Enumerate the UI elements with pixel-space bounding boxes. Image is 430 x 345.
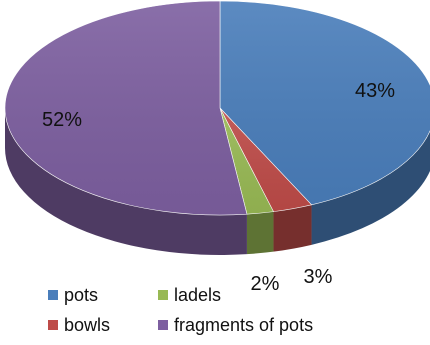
pie-sides	[5, 108, 430, 255]
data-label-bowls: 3%	[304, 266, 333, 288]
legend-item-fragments-of-pots: fragments of pots	[158, 315, 313, 335]
data-label-fragments-of-pots: 52%	[42, 109, 82, 131]
data-labels: 43% 3% 2% 52%	[42, 80, 395, 295]
pie-side-fragments-of-pots	[5, 108, 247, 255]
legend-label-bowls: bowls	[64, 315, 110, 335]
pie-side-pots	[311, 130, 430, 245]
legend: pots bowls ladels fragments of pots	[48, 285, 313, 335]
legend-swatch-ladels	[158, 290, 168, 300]
pie-slice-fragments-of-pots	[4, 0, 248, 216]
pie-slices	[4, 0, 430, 216]
data-label-pots: 43%	[355, 80, 395, 102]
legend-item-ladels: ladels	[158, 285, 221, 305]
legend-label-pots: pots	[64, 285, 98, 305]
data-label-ladels: 2%	[251, 273, 280, 295]
legend-swatch-pots	[48, 290, 58, 300]
legend-swatch-fragments-of-pots	[158, 320, 168, 330]
legend-item-bowls: bowls	[48, 315, 110, 335]
legend-label-fragments-of-pots: fragments of pots	[174, 315, 313, 335]
legend-label-ladels: ladels	[174, 285, 221, 305]
legend-swatch-bowls	[48, 320, 58, 330]
pie-side-bowls	[273, 204, 312, 252]
legend-item-pots: pots	[48, 285, 98, 305]
pie-slice-pots	[219, 0, 430, 206]
pie-side-ladels	[246, 211, 274, 255]
